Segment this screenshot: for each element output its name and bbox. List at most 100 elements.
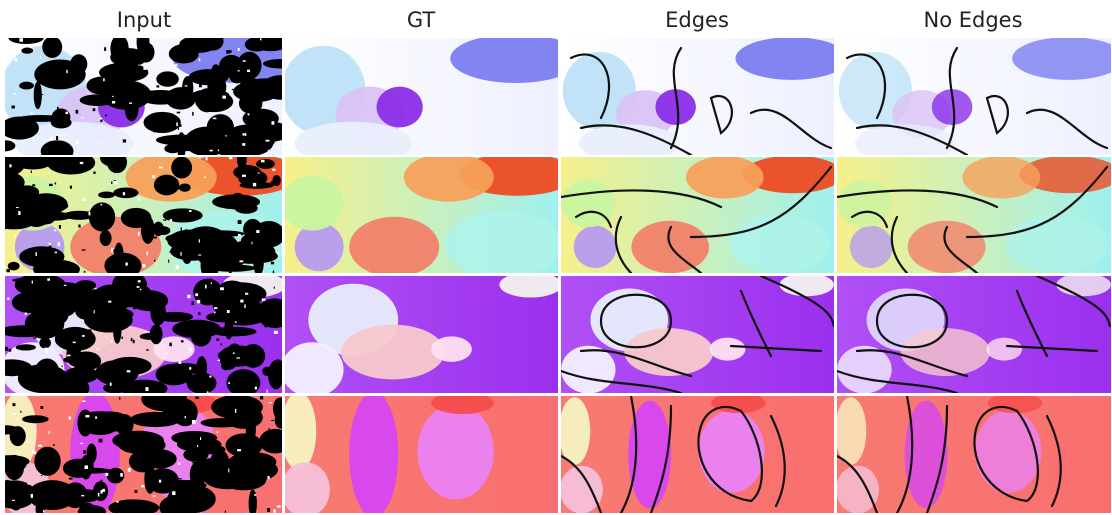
noise bbox=[179, 93, 182, 96]
noise bbox=[264, 442, 265, 443]
noise bbox=[145, 387, 148, 391]
color-region bbox=[574, 226, 617, 269]
noise bbox=[49, 431, 50, 434]
missing-region bbox=[15, 274, 66, 297]
noise bbox=[54, 230, 56, 232]
noise bbox=[40, 406, 43, 409]
missing-region bbox=[86, 443, 96, 463]
noise bbox=[55, 182, 56, 184]
noise bbox=[261, 160, 265, 162]
noise bbox=[73, 342, 76, 343]
noise bbox=[26, 440, 27, 443]
noise bbox=[213, 465, 216, 467]
noise bbox=[31, 494, 33, 498]
image-cell bbox=[0, 271, 293, 402]
missing-region bbox=[187, 373, 217, 394]
missing-region bbox=[104, 253, 141, 279]
noise bbox=[206, 157, 208, 160]
noise bbox=[197, 445, 198, 447]
noise bbox=[116, 322, 118, 324]
noise bbox=[18, 373, 22, 376]
noise bbox=[123, 375, 126, 379]
noise bbox=[274, 286, 275, 288]
missing-region bbox=[120, 380, 167, 398]
noise bbox=[35, 252, 36, 256]
noise bbox=[197, 143, 199, 145]
missing-region bbox=[100, 230, 112, 246]
noise bbox=[152, 486, 153, 488]
noise bbox=[23, 123, 26, 125]
noise bbox=[84, 271, 86, 273]
color-region bbox=[835, 397, 866, 465]
color-region bbox=[975, 410, 1041, 493]
noise bbox=[153, 495, 156, 496]
noise bbox=[230, 460, 234, 464]
image-cell bbox=[561, 273, 834, 393]
noise bbox=[112, 96, 113, 97]
noise bbox=[251, 242, 252, 245]
noise bbox=[189, 367, 191, 370]
noise bbox=[8, 154, 10, 157]
noise bbox=[144, 331, 147, 332]
noise bbox=[266, 239, 269, 242]
noise bbox=[14, 58, 17, 61]
noise bbox=[112, 101, 115, 104]
missing-region bbox=[19, 82, 34, 90]
color-region bbox=[281, 462, 330, 515]
missing-region bbox=[241, 234, 258, 249]
image-cell bbox=[0, 147, 300, 280]
noise bbox=[201, 131, 202, 132]
noise bbox=[96, 348, 99, 349]
noise bbox=[248, 173, 250, 177]
missing-region bbox=[113, 187, 138, 198]
noise bbox=[49, 246, 52, 250]
noise bbox=[267, 508, 270, 512]
noise bbox=[14, 214, 16, 216]
noise bbox=[244, 114, 248, 116]
noise bbox=[46, 351, 47, 354]
noise bbox=[43, 510, 45, 512]
noise bbox=[213, 444, 216, 446]
noise bbox=[246, 238, 249, 239]
noise bbox=[242, 175, 246, 177]
image-cell bbox=[0, 387, 291, 515]
noise bbox=[110, 383, 112, 386]
noise bbox=[82, 198, 85, 201]
noise bbox=[31, 380, 33, 384]
noise bbox=[159, 166, 163, 168]
noise bbox=[273, 509, 275, 512]
noise bbox=[36, 458, 38, 460]
missing-region bbox=[233, 165, 261, 180]
color-region bbox=[445, 211, 562, 277]
missing-region bbox=[202, 32, 223, 51]
missing-region bbox=[84, 307, 133, 332]
noise bbox=[86, 509, 87, 512]
page: Input GT Edges No Edges (() => { const d… bbox=[0, 0, 1112, 515]
missing-region bbox=[201, 418, 242, 427]
noise bbox=[262, 298, 266, 301]
noise bbox=[5, 347, 8, 351]
noise bbox=[90, 447, 91, 451]
noise bbox=[274, 331, 278, 334]
noise bbox=[99, 118, 103, 119]
noise bbox=[282, 272, 284, 274]
noise bbox=[266, 140, 270, 142]
noise bbox=[13, 93, 16, 94]
noise bbox=[192, 301, 195, 305]
column-header: Input bbox=[117, 8, 171, 32]
noise bbox=[74, 392, 78, 394]
noise bbox=[49, 243, 51, 246]
noise bbox=[229, 463, 232, 464]
noise bbox=[177, 188, 179, 190]
color-region bbox=[349, 392, 398, 515]
missing-region bbox=[262, 367, 272, 376]
noise bbox=[41, 94, 44, 95]
noise bbox=[114, 477, 117, 479]
missing-region bbox=[34, 60, 85, 90]
missing-region bbox=[113, 317, 121, 344]
color-region bbox=[710, 338, 746, 361]
noise bbox=[258, 302, 259, 306]
noise bbox=[123, 192, 125, 195]
noise bbox=[181, 227, 182, 231]
noise bbox=[238, 48, 240, 51]
